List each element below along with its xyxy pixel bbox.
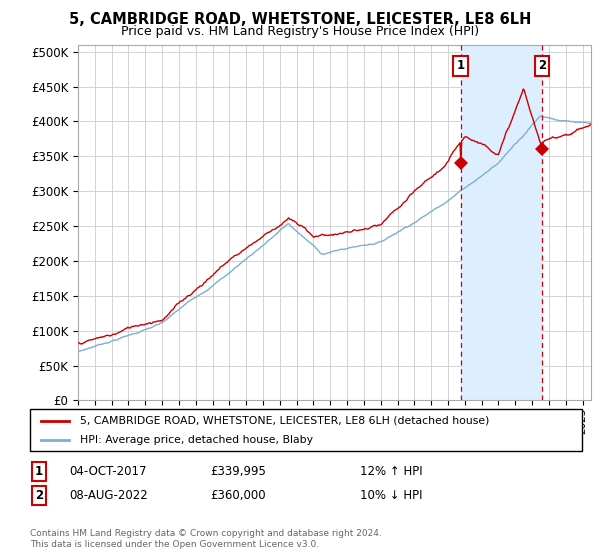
Text: 12% ↑ HPI: 12% ↑ HPI [360, 465, 422, 478]
Text: 5, CAMBRIDGE ROAD, WHETSTONE, LEICESTER, LE8 6LH (detached house): 5, CAMBRIDGE ROAD, WHETSTONE, LEICESTER,… [80, 416, 489, 426]
Text: 2: 2 [538, 59, 546, 72]
Text: 1: 1 [457, 59, 465, 72]
Text: HPI: Average price, detached house, Blaby: HPI: Average price, detached house, Blab… [80, 435, 313, 445]
Text: 5, CAMBRIDGE ROAD, WHETSTONE, LEICESTER, LE8 6LH: 5, CAMBRIDGE ROAD, WHETSTONE, LEICESTER,… [69, 12, 531, 27]
Bar [461, 45, 542, 400]
Text: Price paid vs. HM Land Registry's House Price Index (HPI): Price paid vs. HM Land Registry's House … [121, 25, 479, 38]
Text: 2: 2 [35, 489, 43, 502]
Text: 10% ↓ HPI: 10% ↓ HPI [360, 489, 422, 502]
Text: Contains HM Land Registry data © Crown copyright and database right 2024.
This d: Contains HM Land Registry data © Crown c… [30, 529, 382, 549]
Text: 1: 1 [35, 465, 43, 478]
Text: 04-OCT-2017: 04-OCT-2017 [69, 465, 146, 478]
Text: £360,000: £360,000 [210, 489, 266, 502]
Text: 08-AUG-2022: 08-AUG-2022 [69, 489, 148, 502]
FancyBboxPatch shape [30, 409, 582, 451]
Text: £339,995: £339,995 [210, 465, 266, 478]
